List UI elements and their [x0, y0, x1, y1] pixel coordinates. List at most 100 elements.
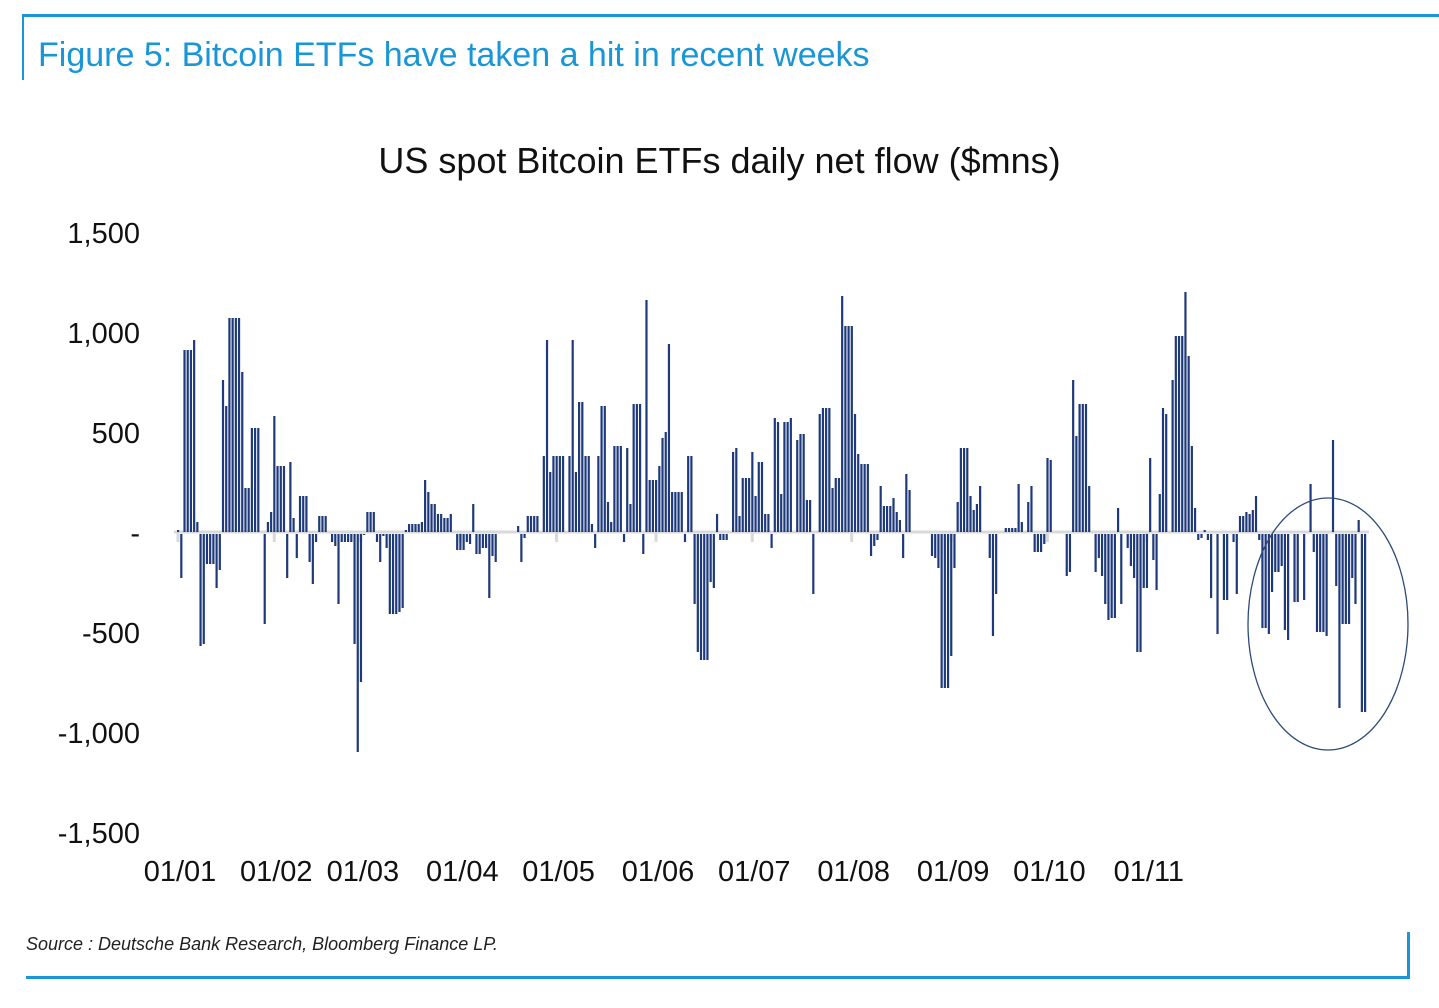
bar [215, 534, 218, 588]
bar [257, 428, 260, 532]
y-tick-label: -1,000 [58, 718, 140, 750]
bar [613, 446, 616, 532]
bar [1312, 534, 1315, 552]
bar [1065, 534, 1068, 576]
bar [375, 534, 379, 542]
bar [1120, 534, 1123, 604]
bar [1296, 534, 1299, 602]
bar [606, 502, 610, 532]
bar [687, 456, 690, 532]
bar [1283, 534, 1286, 630]
bar [1072, 380, 1075, 532]
bar [250, 428, 253, 532]
bar [703, 534, 706, 660]
x-tick-label: 01/11 [1114, 856, 1184, 888]
y-tick-label: 1,000 [67, 318, 140, 350]
bar [468, 534, 472, 544]
bar [186, 350, 189, 532]
bar [282, 466, 286, 532]
bar [1351, 534, 1354, 578]
bar [671, 492, 674, 532]
bar [616, 446, 619, 532]
bar [1364, 534, 1367, 712]
bar [231, 318, 234, 532]
bar [356, 534, 359, 752]
bar [722, 534, 725, 540]
bar [369, 512, 372, 532]
bar [1216, 534, 1219, 634]
bar [638, 404, 642, 532]
bar [552, 456, 555, 532]
bar [789, 418, 792, 532]
bar [902, 534, 905, 558]
bar [205, 534, 209, 564]
bar [587, 456, 590, 532]
bar [279, 466, 282, 532]
bar [1088, 486, 1091, 532]
bar [330, 534, 334, 542]
bar [754, 496, 757, 532]
bar [253, 428, 257, 532]
bar [905, 474, 908, 532]
frame-top-border [22, 14, 1439, 17]
bar [286, 534, 289, 578]
bar [558, 456, 561, 532]
bar [1193, 508, 1197, 532]
bar [244, 488, 247, 532]
bar [869, 534, 873, 556]
bar [324, 516, 327, 532]
bar [266, 522, 270, 532]
bar [1136, 534, 1139, 652]
bar [218, 534, 221, 570]
bar [308, 534, 311, 562]
bar [462, 534, 465, 550]
bar [828, 408, 831, 532]
bar [837, 478, 841, 532]
bar [946, 534, 950, 688]
bar [456, 534, 459, 550]
bar [892, 498, 895, 532]
bar [940, 534, 943, 688]
bar [1043, 534, 1046, 544]
bar [1293, 534, 1296, 602]
bar [866, 464, 869, 532]
bar [350, 534, 353, 542]
bar [401, 534, 404, 608]
bar [424, 480, 427, 532]
bar [760, 462, 764, 532]
bar [340, 534, 343, 542]
bar [1113, 534, 1116, 618]
bar [1036, 534, 1039, 552]
bar [735, 448, 738, 532]
bar [1007, 528, 1011, 532]
bar [635, 404, 638, 532]
bar [1331, 440, 1335, 532]
bar [748, 478, 751, 532]
bar [680, 492, 683, 532]
bar [359, 534, 363, 682]
bar [1027, 502, 1030, 532]
bar [741, 478, 744, 532]
bar [234, 318, 237, 532]
bar [1084, 404, 1088, 532]
bar [674, 492, 677, 532]
y-tick-label: -500 [82, 618, 140, 650]
bar [1068, 534, 1072, 572]
bar [475, 534, 478, 554]
bar [972, 510, 975, 532]
bar [237, 318, 241, 532]
bar [433, 504, 436, 532]
bar [1315, 534, 1319, 632]
bar [1309, 484, 1312, 532]
bar [767, 514, 770, 532]
bar [962, 448, 966, 532]
bar [574, 472, 578, 532]
bar [1354, 534, 1357, 604]
bar [658, 466, 661, 532]
bar [690, 456, 693, 532]
bar [594, 534, 597, 548]
bar [1248, 514, 1251, 532]
highlight-ellipse [1247, 497, 1409, 751]
bar [786, 422, 789, 532]
bar [1020, 522, 1023, 532]
